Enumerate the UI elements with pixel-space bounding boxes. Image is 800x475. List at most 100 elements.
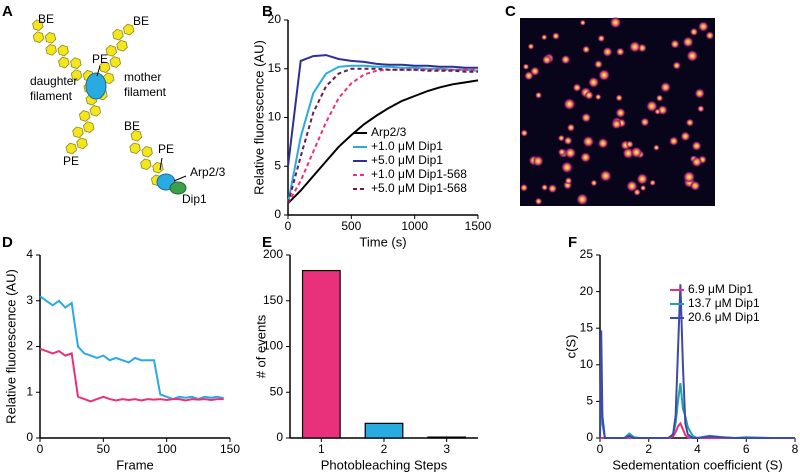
x-tick-label: 500	[341, 219, 361, 233]
actin-subunit	[116, 39, 128, 52]
spot	[563, 136, 573, 146]
actin-subunit	[32, 19, 44, 31]
panel-label: D	[2, 234, 13, 251]
diagram-label: filament	[30, 89, 73, 103]
spot	[532, 155, 544, 167]
actin-subunit	[82, 121, 95, 133]
series-line	[599, 284, 795, 439]
spot	[579, 19, 586, 26]
diagram-label: Arp2/3	[190, 165, 226, 179]
spot	[534, 197, 543, 205]
y-tick-label: 10	[268, 110, 282, 124]
x-tick-label: 150	[220, 442, 240, 456]
x-tick-label: 8	[792, 442, 799, 456]
y-tick-label: 100	[263, 339, 283, 353]
actin-subunit	[65, 142, 78, 155]
spot	[649, 179, 656, 186]
actin-subunit	[105, 45, 118, 57]
micrograph-spots	[520, 16, 715, 206]
x-tick-label: 100	[157, 442, 177, 456]
actin-subunit	[72, 126, 84, 139]
diagram-label: BE	[38, 12, 54, 26]
spot	[636, 173, 649, 185]
y-tick-label: 0	[26, 430, 33, 444]
series-line	[39, 347, 224, 403]
y-tick-label: 15	[580, 320, 594, 334]
panel-label: F	[568, 234, 577, 251]
pointer	[96, 65, 101, 77]
spot	[597, 137, 609, 149]
y-axis-label: Relative fluorescence (AU)	[251, 40, 266, 195]
y-tick-label: 20	[580, 284, 594, 298]
x-tick-label: 3	[443, 442, 450, 456]
actin-subunit	[32, 31, 45, 43]
spot	[560, 54, 571, 65]
spot	[615, 94, 623, 102]
spot	[599, 170, 612, 182]
spot	[654, 108, 661, 115]
spot	[646, 100, 658, 112]
x-tick-label: 50	[97, 442, 111, 456]
diagram-label: PE	[92, 52, 108, 66]
spot	[552, 32, 560, 40]
spot	[564, 177, 573, 185]
y-tick-label: 25	[580, 247, 594, 261]
spot	[594, 60, 603, 69]
spot	[682, 36, 694, 48]
spot	[588, 76, 600, 88]
actin-subunit	[89, 105, 102, 117]
panel-label: E	[262, 234, 272, 251]
y-tick-label: 0	[586, 430, 593, 444]
spot	[640, 117, 650, 127]
spot	[582, 45, 591, 54]
spot	[698, 21, 709, 32]
x-axis-label: Frame	[116, 457, 154, 472]
actin-subunit	[70, 57, 82, 69]
actin-subunit	[130, 129, 143, 142]
spot	[520, 183, 528, 192]
actin-subunit	[57, 44, 69, 57]
diagram: BE BEPEmotherfilamentdaughterfilamentPEBE…	[30, 12, 226, 206]
series-line	[287, 54, 478, 167]
spot	[535, 91, 542, 99]
y-axis-label: # of events	[253, 314, 268, 378]
spot	[626, 180, 638, 192]
legend-label: +1.0 μM Dip1	[371, 139, 443, 153]
panel-label: A	[2, 3, 13, 20]
x-tick-label: 1500	[465, 219, 492, 233]
spot	[625, 140, 634, 149]
spot	[557, 134, 565, 142]
actin-subunit	[44, 32, 57, 44]
spot	[584, 90, 594, 100]
actin-subunit	[78, 110, 91, 122]
panel-label: C	[505, 3, 516, 20]
spot	[595, 93, 602, 101]
y-tick-label: 4	[26, 247, 33, 261]
spot	[597, 34, 606, 43]
spot	[558, 148, 566, 157]
actin-subunit	[140, 158, 152, 171]
pointer	[173, 175, 187, 182]
actin-subunit	[70, 69, 83, 81]
x-tick-label: 0	[37, 442, 44, 456]
diagram-label: BE	[133, 14, 149, 28]
x-axis-label: Sedementation coefficient (S)	[612, 457, 782, 472]
spot	[683, 171, 696, 184]
actin-subunit	[45, 44, 57, 56]
y-tick-label: 20	[268, 12, 282, 26]
x-tick-label: 2	[381, 442, 388, 456]
series-line	[287, 68, 478, 204]
x-axis-label: Time (s)	[359, 234, 406, 249]
pointer	[159, 157, 163, 171]
actin-subunit	[98, 61, 111, 73]
diagram-label: BE	[124, 119, 140, 133]
spot	[672, 61, 681, 70]
x-tick-label: 6	[743, 442, 750, 456]
spot	[564, 147, 577, 159]
spot	[694, 88, 705, 99]
spot	[582, 135, 595, 148]
legend-label: 13.7 μM Dip1	[688, 296, 760, 310]
spot	[689, 27, 699, 36]
legend-label: 6.9 μM Dip1	[688, 282, 753, 296]
